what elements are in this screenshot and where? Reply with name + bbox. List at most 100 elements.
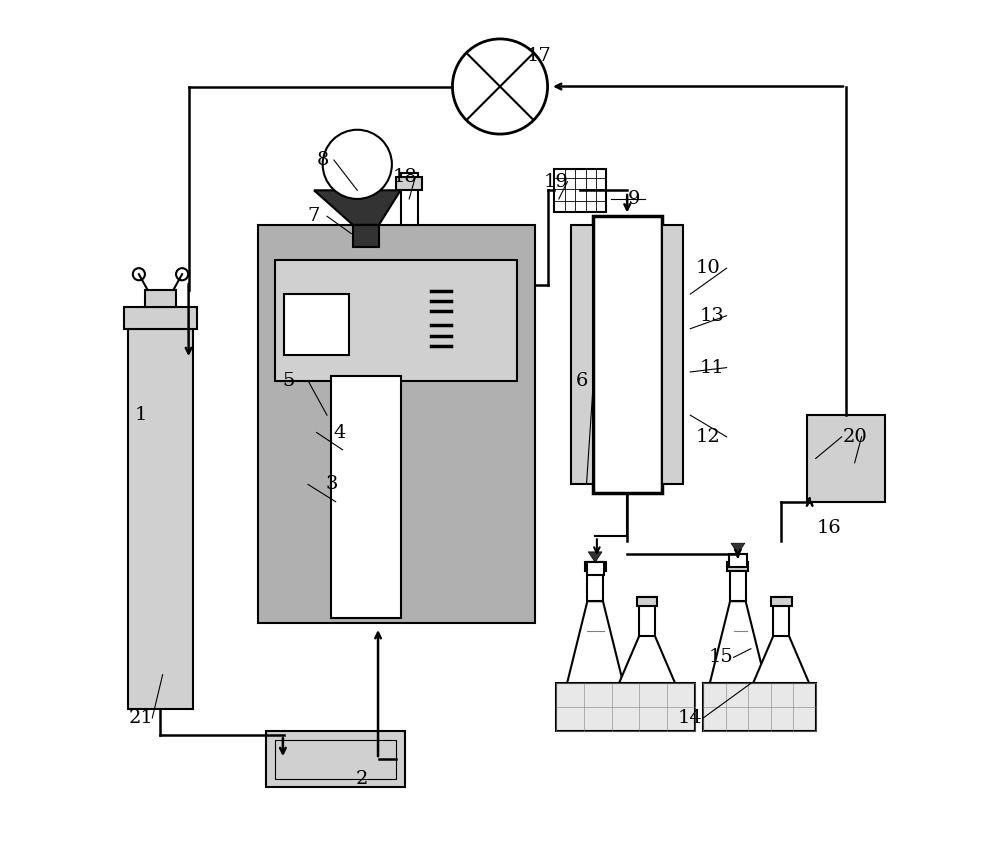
Circle shape (603, 413, 611, 422)
Circle shape (360, 549, 370, 560)
Circle shape (351, 566, 361, 576)
Bar (730, 562, 746, 601)
Circle shape (626, 384, 635, 393)
Circle shape (633, 427, 642, 436)
Bar (556, 683, 695, 731)
Circle shape (360, 565, 371, 575)
Circle shape (448, 281, 474, 307)
Circle shape (342, 549, 353, 560)
Circle shape (384, 533, 394, 543)
Bar (275, 740, 396, 778)
Circle shape (618, 428, 627, 437)
Circle shape (350, 581, 360, 592)
Circle shape (343, 596, 354, 606)
Circle shape (452, 39, 548, 134)
Circle shape (342, 581, 352, 592)
Bar (662, 225, 683, 484)
Circle shape (618, 355, 627, 363)
Text: 8: 8 (316, 151, 329, 169)
Bar (145, 290, 176, 307)
Circle shape (603, 369, 612, 378)
Polygon shape (753, 636, 809, 683)
Bar (773, 597, 789, 636)
Text: 13: 13 (699, 307, 724, 324)
Circle shape (612, 399, 620, 407)
Text: 19: 19 (544, 173, 569, 190)
Circle shape (626, 428, 634, 437)
Text: 20: 20 (842, 428, 867, 445)
Circle shape (642, 385, 650, 394)
Circle shape (626, 413, 634, 422)
Circle shape (634, 414, 643, 423)
Circle shape (375, 320, 388, 332)
Text: 16: 16 (816, 519, 841, 536)
Bar (587, 562, 603, 601)
Text: 6: 6 (576, 372, 588, 389)
Circle shape (335, 534, 345, 544)
Text: 2: 2 (355, 770, 368, 787)
Circle shape (378, 532, 388, 542)
Text: 9: 9 (628, 190, 640, 208)
Circle shape (649, 413, 658, 422)
Circle shape (619, 413, 628, 421)
Circle shape (378, 548, 388, 559)
Bar (331, 376, 401, 618)
Polygon shape (710, 601, 766, 683)
Circle shape (385, 596, 395, 606)
Circle shape (634, 384, 643, 393)
Circle shape (603, 355, 611, 363)
Bar (258, 225, 535, 623)
Circle shape (376, 565, 387, 575)
Circle shape (360, 304, 372, 317)
Circle shape (334, 551, 344, 561)
Bar (703, 683, 816, 731)
Bar (275, 260, 517, 381)
Circle shape (596, 340, 605, 349)
Circle shape (334, 598, 345, 608)
Circle shape (610, 414, 619, 423)
Circle shape (596, 413, 604, 422)
Circle shape (375, 304, 388, 317)
Text: 1: 1 (135, 407, 147, 424)
Polygon shape (314, 190, 401, 225)
Circle shape (641, 370, 650, 379)
Bar (771, 597, 792, 605)
Circle shape (351, 594, 361, 605)
Circle shape (361, 580, 371, 591)
Circle shape (618, 398, 627, 407)
Bar (729, 554, 747, 567)
Polygon shape (619, 636, 675, 683)
Circle shape (596, 355, 605, 363)
Circle shape (391, 336, 403, 348)
Circle shape (375, 336, 388, 348)
Circle shape (358, 595, 368, 606)
Circle shape (366, 551, 376, 561)
Circle shape (650, 369, 658, 378)
Circle shape (594, 427, 603, 436)
Circle shape (596, 370, 605, 379)
Circle shape (650, 355, 659, 363)
Circle shape (448, 316, 474, 342)
Circle shape (384, 548, 395, 559)
Circle shape (386, 564, 397, 574)
Circle shape (611, 369, 619, 378)
Circle shape (650, 383, 659, 392)
Circle shape (602, 340, 611, 349)
Circle shape (358, 535, 368, 545)
Circle shape (650, 399, 658, 407)
Circle shape (611, 354, 619, 362)
Circle shape (650, 427, 658, 436)
Text: 11: 11 (700, 359, 724, 376)
Bar (727, 562, 748, 571)
Circle shape (642, 399, 651, 407)
Text: 10: 10 (695, 260, 720, 277)
Circle shape (611, 383, 620, 392)
Circle shape (596, 399, 605, 407)
Text: 21: 21 (129, 709, 153, 727)
Circle shape (360, 320, 372, 332)
Circle shape (618, 369, 627, 378)
Circle shape (369, 580, 379, 590)
Circle shape (334, 580, 344, 590)
Circle shape (603, 385, 612, 394)
Bar (128, 329, 193, 709)
